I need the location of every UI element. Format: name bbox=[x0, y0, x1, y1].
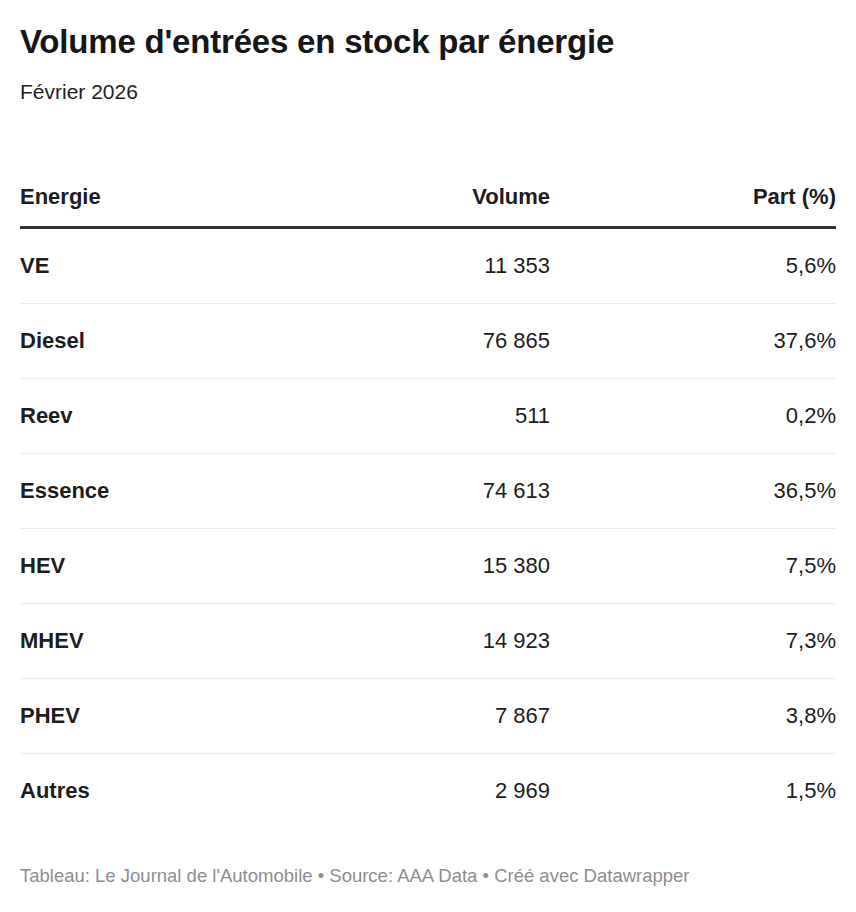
cell-volume: 2 969 bbox=[270, 753, 550, 828]
table-row: Essence 74 613 36,5% bbox=[20, 453, 836, 528]
cell-part: 1,5% bbox=[550, 753, 836, 828]
cell-energie: VE bbox=[20, 227, 270, 303]
table-header-row: Energie Volume Part (%) bbox=[20, 156, 836, 228]
table-row: Reev 511 0,2% bbox=[20, 378, 836, 453]
cell-part: 5,6% bbox=[550, 227, 836, 303]
table-row: Autres 2 969 1,5% bbox=[20, 753, 836, 828]
table-row: Diesel 76 865 37,6% bbox=[20, 303, 836, 378]
cell-part: 7,3% bbox=[550, 603, 836, 678]
cell-energie: MHEV bbox=[20, 603, 270, 678]
cell-volume: 15 380 bbox=[270, 528, 550, 603]
table-row: VE 11 353 5,6% bbox=[20, 227, 836, 303]
cell-part: 36,5% bbox=[550, 453, 836, 528]
column-header-energie: Energie bbox=[20, 156, 270, 228]
cell-energie: Diesel bbox=[20, 303, 270, 378]
cell-energie: Essence bbox=[20, 453, 270, 528]
cell-volume: 74 613 bbox=[270, 453, 550, 528]
cell-part: 3,8% bbox=[550, 678, 836, 753]
energy-table: Energie Volume Part (%) VE 11 353 5,6% D… bbox=[20, 156, 836, 828]
page-title: Volume d'entrées en stock par énergie bbox=[20, 22, 836, 62]
cell-part: 0,2% bbox=[550, 378, 836, 453]
cell-volume: 511 bbox=[270, 378, 550, 453]
cell-energie: Reev bbox=[20, 378, 270, 453]
cell-volume: 7 867 bbox=[270, 678, 550, 753]
table-widget: Volume d'entrées en stock par énergie Fé… bbox=[0, 22, 856, 887]
page-subtitle: Février 2026 bbox=[20, 79, 836, 104]
table-row: HEV 15 380 7,5% bbox=[20, 528, 836, 603]
cell-energie: PHEV bbox=[20, 678, 270, 753]
cell-part: 37,6% bbox=[550, 303, 836, 378]
cell-part: 7,5% bbox=[550, 528, 836, 603]
cell-energie: HEV bbox=[20, 528, 270, 603]
cell-energie: Autres bbox=[20, 753, 270, 828]
column-header-volume: Volume bbox=[270, 156, 550, 228]
cell-volume: 76 865 bbox=[270, 303, 550, 378]
table-row: MHEV 14 923 7,3% bbox=[20, 603, 836, 678]
attribution-footer: Tableau: Le Journal de l'Automobile • So… bbox=[20, 864, 836, 887]
table-row: PHEV 7 867 3,8% bbox=[20, 678, 836, 753]
column-header-part: Part (%) bbox=[550, 156, 836, 228]
cell-volume: 14 923 bbox=[270, 603, 550, 678]
cell-volume: 11 353 bbox=[270, 227, 550, 303]
